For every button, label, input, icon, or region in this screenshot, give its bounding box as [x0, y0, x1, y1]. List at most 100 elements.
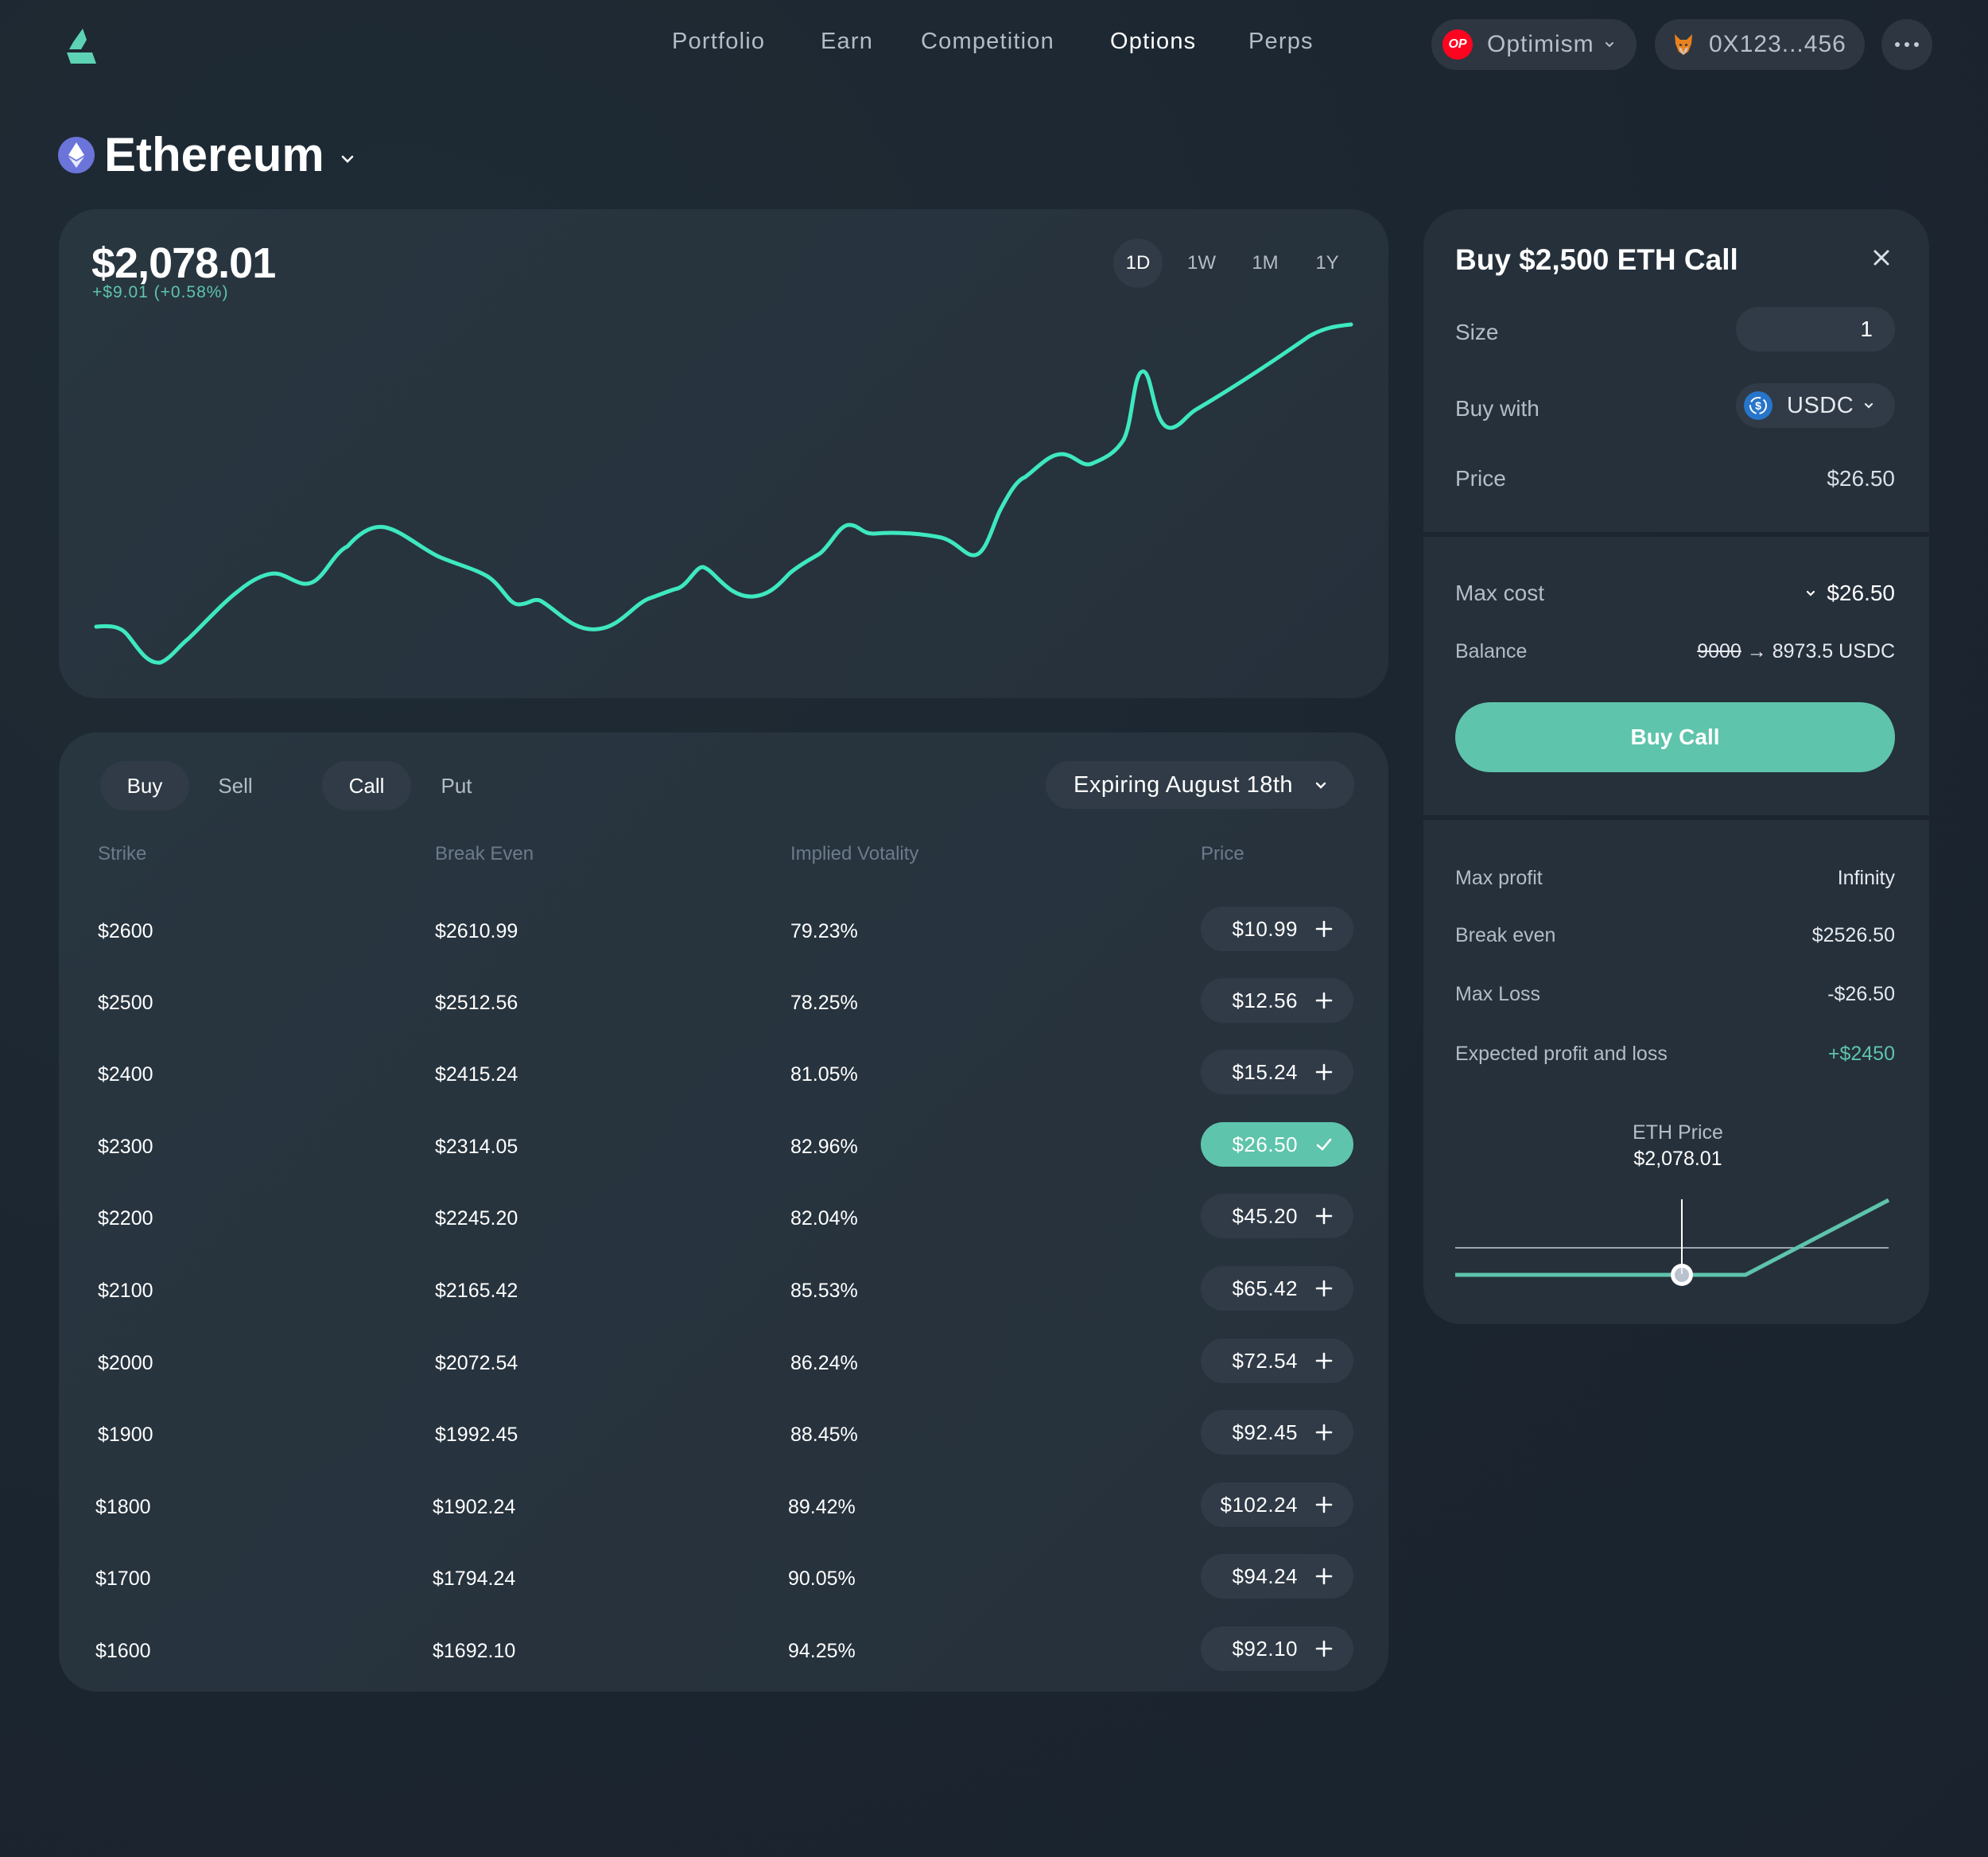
svg-text:$: $ [1755, 399, 1761, 412]
wallet-address: 0X123...456 [1709, 31, 1846, 57]
order-panel-stats [1423, 820, 1929, 1324]
strike-cell: $2600 [98, 920, 153, 942]
break-even-label: Break even [1455, 924, 1556, 946]
add-option-button[interactable]: $102.24 [1201, 1482, 1353, 1527]
app-logo[interactable] [62, 25, 100, 64]
break-even-cell: $2610.99 [435, 920, 518, 942]
option-price: $102.24 [1220, 1492, 1298, 1517]
implied-volatility-cell: 82.04% [790, 1207, 858, 1230]
balance-change: 9000 → 8973.5 USDC [1614, 640, 1895, 663]
size-input[interactable] [1736, 307, 1895, 352]
chevron-down-icon [1865, 402, 1873, 409]
expiry-dropdown[interactable]: Expiring August 18th [1046, 761, 1354, 809]
implied-volatility-cell: 89.42% [788, 1496, 856, 1518]
option-price: $26.50 [1232, 1132, 1298, 1156]
range-1m-tab[interactable]: 1M [1252, 252, 1279, 274]
add-option-button[interactable]: $94.24 [1201, 1554, 1353, 1599]
selected-price-button[interactable]: $26.50 [1201, 1122, 1353, 1167]
sell-tab[interactable]: Sell [218, 773, 253, 798]
order-panel-top [1423, 209, 1929, 532]
order-panel-title: Buy $2,500 ETH Call [1455, 243, 1738, 276]
break-even-cell: $2072.54 [435, 1352, 518, 1374]
chevron-down-icon [1315, 782, 1326, 789]
option-price: $92.10 [1232, 1636, 1298, 1661]
option-price: $72.54 [1232, 1348, 1298, 1373]
put-tab[interactable]: Put [441, 773, 472, 798]
arrow-right-icon: → [1746, 640, 1767, 662]
break-even-cell: $1992.45 [435, 1424, 518, 1446]
plus-icon [1315, 1280, 1333, 1297]
add-option-button[interactable]: $65.42 [1201, 1266, 1353, 1311]
break-even-cell: $1902.24 [433, 1496, 516, 1518]
asset-selector[interactable]: Ethereum [58, 127, 356, 182]
nav-portfolio[interactable]: Portfolio [672, 29, 766, 54]
max-cost-value: $26.50 [1827, 581, 1895, 605]
option-price: $94.24 [1232, 1564, 1298, 1588]
order-panel-cost [1423, 537, 1929, 815]
buy-tab[interactable]: Buy [100, 761, 189, 810]
break-even-cell: $1692.10 [433, 1640, 516, 1662]
pnl-chart[interactable] [1423, 1169, 1929, 1304]
column-header-implied-volatility: Implied Votality [790, 843, 919, 864]
nav-competition[interactable]: Competition [921, 29, 1054, 54]
range-1d-tab[interactable]: 1D [1113, 239, 1163, 288]
plus-icon [1315, 1063, 1333, 1081]
nav-options[interactable]: Options [1110, 29, 1197, 54]
implied-volatility-cell: 88.45% [790, 1424, 858, 1446]
network-selector[interactable]: OP Optimism [1431, 19, 1637, 70]
strike-cell: $1600 [95, 1640, 151, 1662]
option-price: $65.42 [1232, 1276, 1298, 1300]
nav-perps[interactable]: Perps [1248, 29, 1314, 54]
option-price: $15.24 [1232, 1059, 1298, 1084]
main-nav: Portfolio Earn Competition Options Perps [0, 29, 1988, 60]
break-even-cell: $2245.20 [435, 1207, 518, 1230]
strike-cell: $2000 [98, 1352, 153, 1374]
close-icon[interactable] [1870, 247, 1893, 269]
plus-icon [1315, 1496, 1333, 1513]
add-option-button[interactable]: $45.20 [1201, 1194, 1353, 1238]
asset-name: Ethereum [104, 128, 324, 181]
price-label: Price [1455, 466, 1506, 491]
nav-earn[interactable]: Earn [821, 29, 874, 54]
max-cost-toggle[interactable]: $26.50 [1736, 581, 1895, 606]
implied-volatility-cell: 82.96% [790, 1136, 858, 1158]
add-option-button[interactable]: $92.10 [1201, 1626, 1353, 1671]
token-selector[interactable]: $ USDC [1736, 383, 1895, 428]
add-option-button[interactable]: $15.24 [1201, 1050, 1353, 1094]
implied-volatility-cell: 90.05% [788, 1568, 856, 1590]
more-options-button[interactable] [1881, 19, 1932, 70]
range-1y-tab[interactable]: 1Y [1315, 252, 1339, 274]
add-option-button[interactable]: $10.99 [1201, 907, 1353, 951]
add-option-button[interactable]: $72.54 [1201, 1338, 1353, 1383]
pnl-marker-label: ETH Price [1633, 1121, 1723, 1144]
token-label: USDC [1787, 392, 1854, 418]
buy-call-button[interactable]: Buy Call [1455, 702, 1895, 772]
break-even-cell: $2314.05 [435, 1136, 518, 1158]
add-option-button[interactable]: $12.56 [1201, 978, 1353, 1023]
more-dots-icon [1914, 42, 1919, 47]
chevron-down-icon [1605, 42, 1613, 48]
check-icon [1316, 1138, 1332, 1151]
column-header-strike: Strike [98, 843, 147, 864]
option-price: $92.45 [1232, 1420, 1298, 1444]
plus-icon [1315, 920, 1333, 938]
network-label: Optimism [1487, 31, 1594, 57]
usdc-icon: $ [1744, 391, 1773, 420]
break-even-cell: $2512.56 [435, 992, 518, 1014]
range-1w-tab[interactable]: 1W [1187, 252, 1216, 274]
chevron-down-icon [341, 155, 354, 163]
plus-icon [1315, 1352, 1333, 1369]
break-even-cell: $2415.24 [435, 1063, 518, 1086]
plus-icon [1315, 1207, 1333, 1225]
price-value: $26.50 [1827, 466, 1895, 491]
buy-with-label: Buy with [1455, 396, 1540, 421]
wallet-button[interactable]: 0X123...456 [1655, 19, 1865, 70]
implied-volatility-cell: 78.25% [790, 992, 858, 1014]
strike-cell: $1900 [98, 1424, 153, 1446]
option-price: $12.56 [1232, 988, 1298, 1012]
more-dots-icon [1905, 42, 1909, 47]
add-option-button[interactable]: $92.45 [1201, 1410, 1353, 1455]
implied-volatility-cell: 79.23% [790, 920, 858, 942]
call-tab[interactable]: Call [322, 761, 411, 810]
strike-cell: $2100 [98, 1280, 153, 1302]
